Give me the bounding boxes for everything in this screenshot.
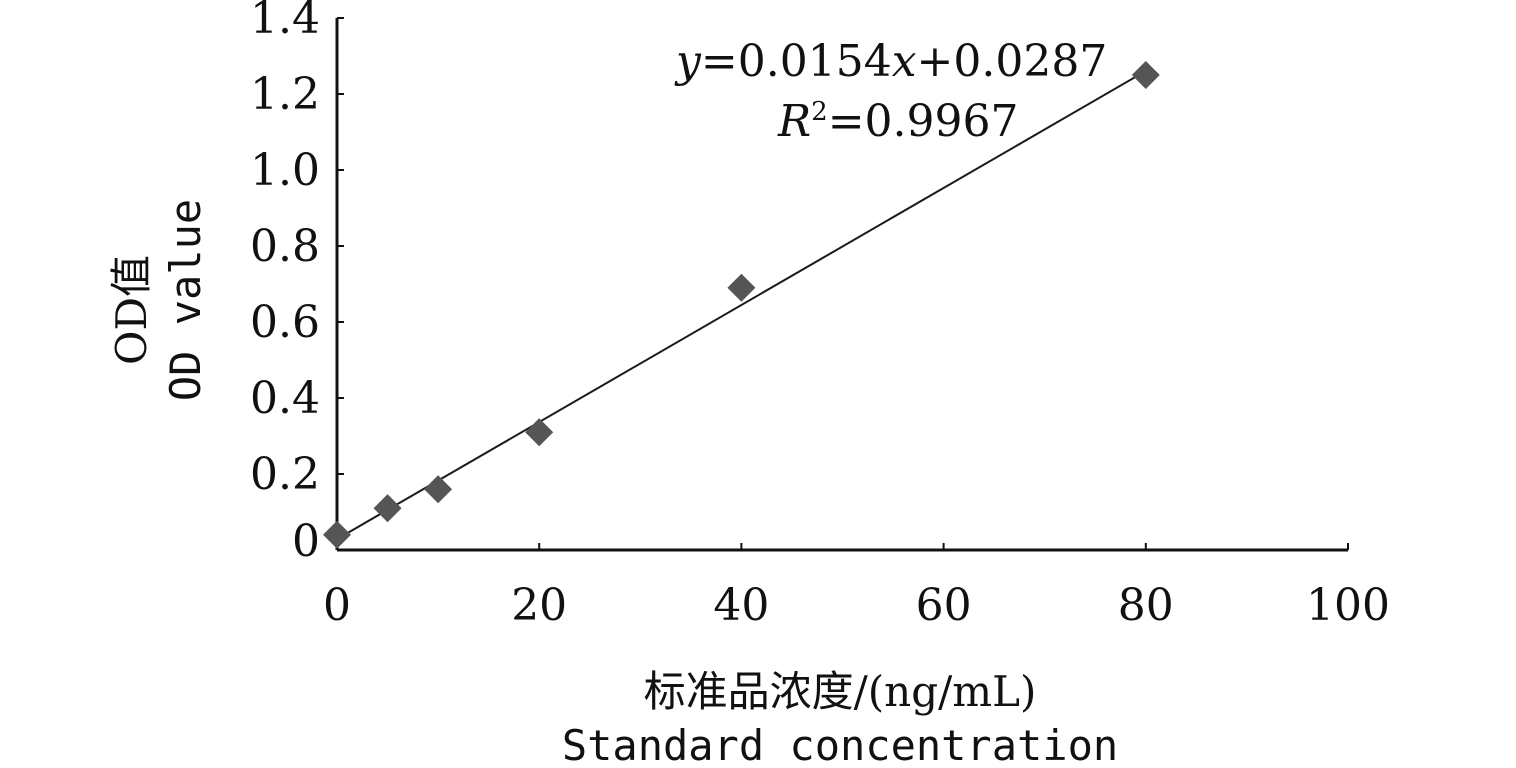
x-tick-label: 20 [511, 580, 567, 631]
trendline-equation: y=0.0154x+0.0287 [674, 36, 1107, 87]
x-axis-title-cn: 标准品浓度/(ng/mL) [644, 667, 1037, 716]
y-tick-label: 1.4 [250, 0, 320, 44]
axes [335, 18, 1348, 552]
x-tick-label: 40 [713, 580, 769, 631]
data-point [727, 273, 756, 302]
y-axis-ticks: 0 0.2 0.4 0.6 0.8 1.0 1.2 1.4 [250, 0, 344, 567]
y-axis-title-cn: OD值 [107, 255, 156, 365]
data-point [424, 475, 453, 504]
x-tick-label: 0 [323, 580, 351, 631]
data-point [525, 418, 554, 447]
data-points [323, 61, 1160, 549]
data-point [323, 520, 351, 549]
y-tick-label: 1.0 [250, 145, 320, 196]
x-axis-title-en: Standard concentration [562, 721, 1118, 768]
x-tick-label: 100 [1306, 580, 1390, 631]
r-squared-label: R2=0.9967 [777, 96, 1019, 147]
y-tick-label: 0.6 [250, 297, 320, 348]
trendline [336, 70, 1147, 540]
y-tick-label: 0 [292, 516, 320, 567]
y-tick-label: 1.2 [250, 69, 320, 120]
data-point [373, 494, 402, 523]
y-tick-label: 0.8 [250, 221, 320, 272]
y-axis-title-en: OD value [161, 199, 210, 401]
y-tick-label: 0.2 [250, 449, 320, 500]
y-tick-label: 0.4 [250, 373, 320, 424]
data-point [1131, 61, 1160, 89]
trendline-group [336, 70, 1147, 540]
x-tick-label: 60 [916, 580, 972, 631]
x-tick-label: 80 [1118, 580, 1174, 631]
x-axis-ticks: 0 20 40 60 80 100 [323, 543, 1390, 631]
